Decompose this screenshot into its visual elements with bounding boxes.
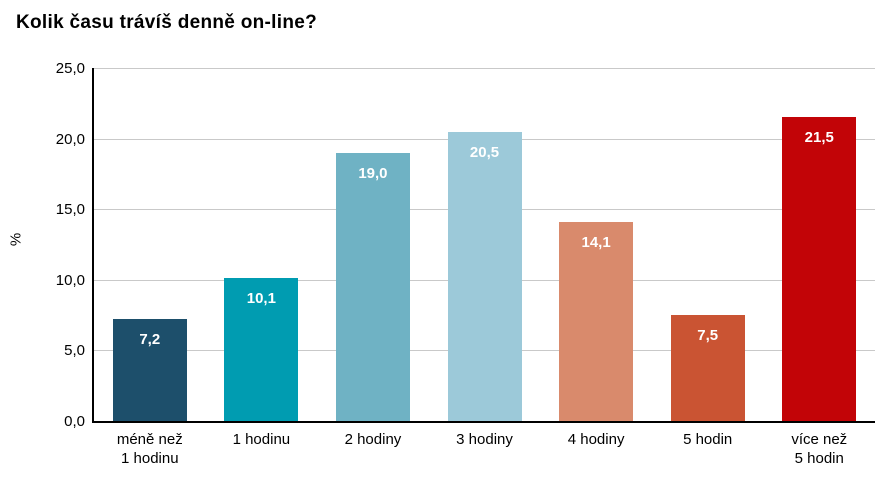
bar-5-hodin: 7,5 [670,315,745,421]
x-tick-label: 1 hodinu [232,431,291,448]
bar-slot: 14,1 [540,221,652,421]
bar-value-label: 14,1 [581,233,611,251]
bar-slot: 7,2 [94,319,206,421]
y-axis-ticks: 25,0 20,0 15,0 10,0 5,0 0,0 [0,60,85,430]
bar-1-hodinu: 10,1 [224,278,299,421]
x-tick-label: 3 hodiny [456,431,513,448]
bar-slot: 21,5 [763,117,875,421]
bar-mene-nez-1-hodinu: 7,2 [112,319,187,421]
bar-slot: 7,5 [652,315,764,421]
y-tick-15: 15,0 [55,201,85,219]
y-tick-25: 25,0 [55,60,85,77]
x-tick-label: více než 5 hodin [791,431,848,467]
x-tick-label: 5 hodin [683,431,733,448]
x-tick-label: 2 hodiny [344,431,402,448]
bar-value-label: 7,5 [697,327,719,345]
bar-2-hodiny: 19,0 [335,152,410,421]
plot-area: 7,2 10,1 19,0 20,5 14,1 [92,68,875,423]
bar-value-label: 19,0 [358,164,388,182]
bar-slot: 19,0 [317,152,429,421]
y-tick-20: 20,0 [55,130,85,148]
bar-3-hodiny: 20,5 [447,131,522,421]
bars-container: 7,2 10,1 19,0 20,5 14,1 [94,68,875,421]
x-tick-label: méně než 1 hodinu [116,431,183,467]
bar-slot: 20,5 [429,131,541,421]
chart-title: Kolik času trávíš denně on-line? [16,12,318,33]
y-tick-10: 10,0 [55,271,85,289]
bar-4-hodiny: 14,1 [559,221,634,421]
bar-value-label: 7,2 [139,331,161,349]
bar-value-label: 20,5 [469,143,500,161]
bar-vice-nez-5-hodin: 21,5 [782,117,857,421]
x-axis-labels: méně než 1 hodinu 1 hodinu 2 hodiny 3 ho… [94,430,875,468]
y-tick-5: 5,0 [64,342,85,360]
y-tick-0: 0,0 [64,413,85,430]
bar-value-label: 21,5 [804,129,834,147]
bar-value-label: 10,1 [246,290,276,308]
x-tick-label: 4 hodiny [567,431,625,448]
gridline [94,68,875,69]
bar-slot: 10,1 [206,278,318,421]
